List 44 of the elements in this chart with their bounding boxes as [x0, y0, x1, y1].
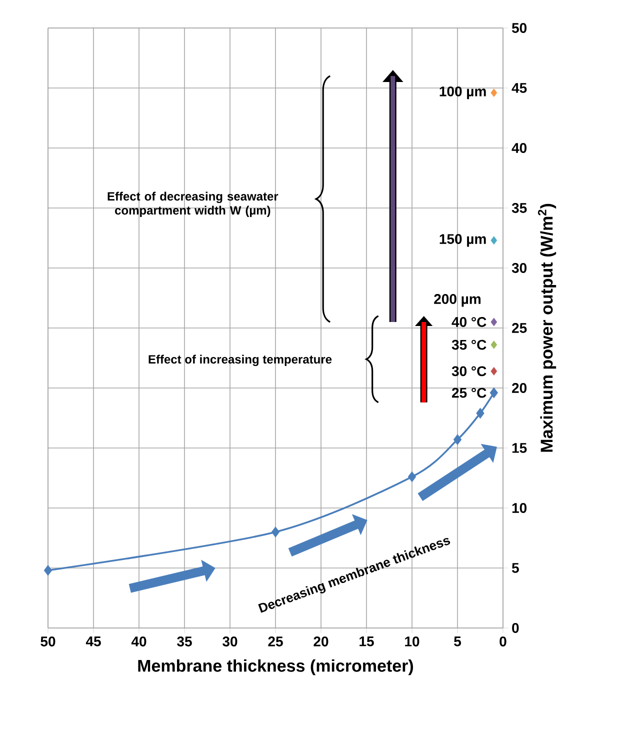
- point: [408, 472, 416, 482]
- x-tick-label: 35: [177, 636, 192, 646]
- series-label: 100 µm: [440, 86, 486, 100]
- y-tick-label: 30: [512, 263, 527, 273]
- x-tick-label: 50: [40, 636, 56, 646]
- point: [490, 318, 498, 326]
- point: [490, 388, 498, 398]
- y-tick-label: 15: [512, 443, 527, 453]
- y-tick-label: 0: [512, 623, 519, 633]
- series-label: 150 µm: [440, 234, 486, 247]
- point: [490, 340, 498, 349]
- x-tick-label: 20: [314, 636, 328, 646]
- point: [44, 565, 52, 576]
- series-label: 30 °C: [452, 366, 486, 376]
- y-tick-label: 50: [512, 23, 527, 33]
- point: [454, 434, 462, 444]
- y-tick-label: 45: [512, 83, 527, 93]
- series-label: 25 °C: [452, 388, 486, 398]
- point: [490, 366, 498, 376]
- x-tick-label: 10: [405, 636, 420, 646]
- annotation: Effect of decreasing seawater compartment width W (µm): [108, 192, 278, 217]
- annotation: 200 µm: [434, 294, 480, 307]
- series-label: 35 °C: [452, 340, 486, 350]
- y-tick-label: 5: [512, 563, 519, 573]
- point: [476, 408, 484, 418]
- y-tick-label: 20: [512, 383, 527, 393]
- point: [272, 527, 280, 537]
- x-tick-label: 45: [86, 636, 101, 646]
- annotation: Effect of increasing temperature: [148, 354, 332, 366]
- y-tick-label: 35: [512, 203, 527, 213]
- x-tick-label: 40: [131, 636, 146, 646]
- y-axis-title: Maximum power output (W/m$^{2}$): [538, 204, 556, 452]
- x-tick-label: 0: [500, 636, 506, 646]
- y-tick-label: 10: [512, 503, 527, 513]
- y-tick-label: 25: [512, 323, 527, 333]
- x-tick-label: 30: [222, 636, 238, 646]
- x-tick-label: 15: [360, 636, 374, 646]
- y-tick-label: 40: [512, 143, 527, 153]
- point: [490, 88, 498, 97]
- x-tick-label: 5: [454, 636, 461, 646]
- x-tick-label: 25: [268, 636, 283, 646]
- x-axis-title: Membrane thickness (micrometer): [138, 659, 414, 676]
- series-label: 40 °C: [452, 317, 486, 327]
- point: [490, 236, 498, 245]
